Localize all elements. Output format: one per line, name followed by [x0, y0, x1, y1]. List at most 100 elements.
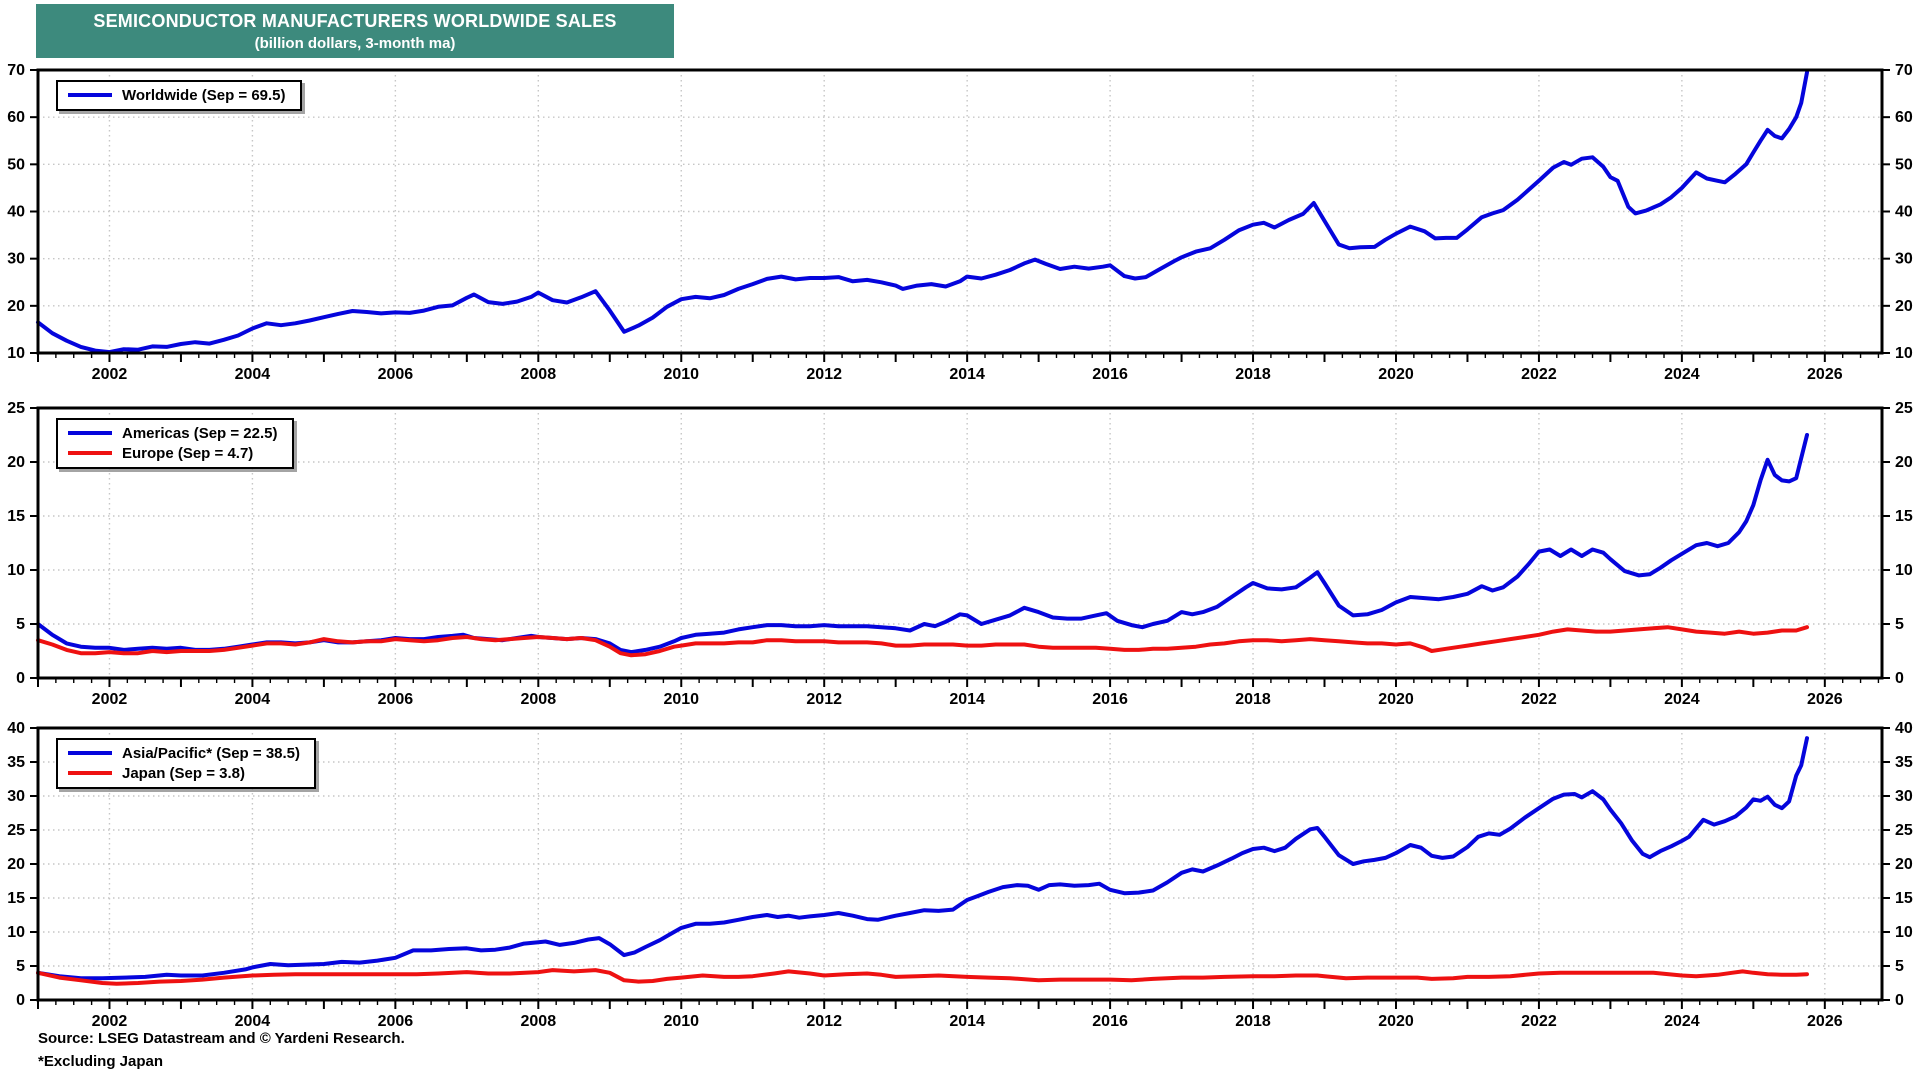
title-banner: SEMICONDUCTOR MANUFACTURERS WORLDWIDE SA… — [36, 4, 674, 58]
svg-text:2018: 2018 — [1235, 1013, 1271, 1030]
svg-text:15: 15 — [7, 508, 25, 525]
svg-text:30: 30 — [1895, 251, 1913, 268]
svg-text:2022: 2022 — [1521, 691, 1557, 708]
svg-text:25: 25 — [1895, 822, 1913, 839]
svg-text:15: 15 — [1895, 508, 1913, 525]
svg-text:40: 40 — [1895, 720, 1913, 737]
svg-text:2016: 2016 — [1092, 1013, 1128, 1030]
svg-text:2006: 2006 — [378, 691, 414, 708]
svg-text:0: 0 — [16, 670, 25, 687]
legend-asiapacific-japan: Asia/Pacific* (Sep = 38.5) Japan (Sep = … — [56, 738, 317, 789]
svg-text:2010: 2010 — [663, 691, 699, 708]
svg-text:2014: 2014 — [949, 366, 985, 383]
svg-text:15: 15 — [7, 890, 25, 907]
svg-text:50: 50 — [1895, 156, 1913, 173]
svg-text:2002: 2002 — [92, 691, 128, 708]
svg-text:60: 60 — [7, 109, 25, 126]
legend-worldwide: Worldwide (Sep = 69.5) — [56, 80, 302, 111]
svg-text:30: 30 — [7, 251, 25, 268]
svg-text:5: 5 — [1895, 958, 1904, 975]
americas-line-swatch — [68, 431, 112, 435]
svg-text:0: 0 — [1895, 670, 1904, 687]
svg-text:10: 10 — [7, 562, 25, 579]
svg-text:2026: 2026 — [1807, 691, 1843, 708]
svg-text:25: 25 — [7, 822, 25, 839]
legend-label-europe: Europe (Sep = 4.7) — [122, 444, 254, 462]
svg-text:70: 70 — [7, 62, 25, 79]
svg-text:50: 50 — [7, 156, 25, 173]
svg-text:2008: 2008 — [521, 691, 557, 708]
svg-text:5: 5 — [1895, 616, 1904, 633]
svg-text:2008: 2008 — [521, 366, 557, 383]
svg-text:15: 15 — [1895, 890, 1913, 907]
legend-americas-europe: Americas (Sep = 22.5) Europe (Sep = 4.7) — [56, 418, 294, 469]
svg-text:0: 0 — [16, 992, 25, 1009]
svg-text:2004: 2004 — [235, 691, 271, 708]
svg-text:2002: 2002 — [92, 366, 128, 383]
svg-text:2024: 2024 — [1664, 366, 1700, 383]
svg-text:2024: 2024 — [1664, 1013, 1700, 1030]
footer: Source: LSEG Datastream and © Yardeni Re… — [38, 1030, 405, 1070]
legend-item: Worldwide (Sep = 69.5) — [68, 85, 286, 105]
svg-text:20: 20 — [7, 856, 25, 873]
svg-text:25: 25 — [7, 400, 25, 417]
svg-text:2020: 2020 — [1378, 691, 1414, 708]
svg-text:2002: 2002 — [92, 1013, 128, 1030]
svg-text:2006: 2006 — [378, 1013, 414, 1030]
svg-text:10: 10 — [7, 345, 25, 362]
svg-text:35: 35 — [7, 754, 25, 771]
svg-text:30: 30 — [7, 788, 25, 805]
legend-label-asia-pacific: Asia/Pacific* (Sep = 38.5) — [122, 744, 301, 762]
svg-text:2012: 2012 — [806, 366, 842, 383]
asia-pacific-line-swatch — [68, 751, 112, 755]
svg-text:2010: 2010 — [663, 366, 699, 383]
svg-text:2020: 2020 — [1378, 366, 1414, 383]
worldwide-line-swatch — [68, 93, 112, 97]
page-subtitle: (billion dollars, 3-month ma) — [254, 34, 456, 52]
legend-item: Europe (Sep = 4.7) — [68, 443, 278, 463]
svg-text:2012: 2012 — [806, 1013, 842, 1030]
svg-text:10: 10 — [1895, 562, 1913, 579]
svg-text:2014: 2014 — [949, 1013, 985, 1030]
legend-label-japan: Japan (Sep = 3.8) — [122, 764, 245, 782]
svg-text:20: 20 — [1895, 454, 1913, 471]
svg-text:5: 5 — [16, 616, 25, 633]
svg-text:35: 35 — [1895, 754, 1913, 771]
legend-label-americas: Americas (Sep = 22.5) — [122, 424, 278, 442]
svg-text:5: 5 — [16, 958, 25, 975]
page-title: SEMICONDUCTOR MANUFACTURERS WORLDWIDE SA… — [93, 10, 617, 31]
svg-text:2024: 2024 — [1664, 691, 1700, 708]
legend-label-worldwide: Worldwide (Sep = 69.5) — [122, 86, 286, 104]
svg-text:10: 10 — [1895, 924, 1913, 941]
svg-text:30: 30 — [1895, 788, 1913, 805]
svg-text:20: 20 — [7, 454, 25, 471]
svg-text:2006: 2006 — [378, 366, 414, 383]
source-text: Source: LSEG Datastream and © Yardeni Re… — [38, 1030, 405, 1047]
svg-text:20: 20 — [1895, 856, 1913, 873]
svg-text:10: 10 — [1895, 345, 1913, 362]
svg-text:40: 40 — [7, 204, 25, 221]
svg-text:20: 20 — [7, 298, 25, 315]
svg-text:25: 25 — [1895, 400, 1913, 417]
svg-text:0: 0 — [1895, 992, 1904, 1009]
svg-text:10: 10 — [7, 924, 25, 941]
svg-text:40: 40 — [1895, 204, 1913, 221]
europe-line-swatch — [68, 451, 112, 455]
svg-text:2022: 2022 — [1521, 366, 1557, 383]
legend-item: Americas (Sep = 22.5) — [68, 423, 278, 443]
svg-text:2018: 2018 — [1235, 691, 1271, 708]
svg-text:2008: 2008 — [521, 1013, 557, 1030]
svg-text:2014: 2014 — [949, 691, 985, 708]
svg-text:2026: 2026 — [1807, 366, 1843, 383]
svg-text:70: 70 — [1895, 62, 1913, 79]
svg-text:2004: 2004 — [235, 1013, 271, 1030]
svg-text:2010: 2010 — [663, 1013, 699, 1030]
footnote-text: *Excluding Japan — [38, 1053, 164, 1070]
svg-text:2016: 2016 — [1092, 691, 1128, 708]
svg-text:2018: 2018 — [1235, 366, 1271, 383]
svg-text:60: 60 — [1895, 109, 1913, 126]
svg-text:2004: 2004 — [235, 366, 271, 383]
svg-text:20: 20 — [1895, 298, 1913, 315]
legend-item: Japan (Sep = 3.8) — [68, 763, 300, 783]
